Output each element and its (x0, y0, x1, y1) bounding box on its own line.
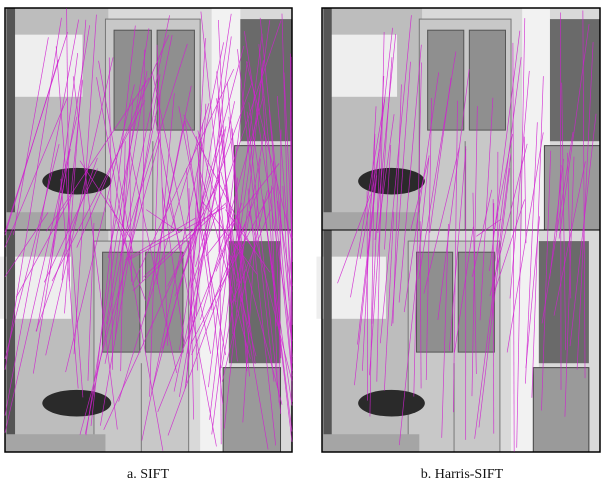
caption: a. SIFT (127, 467, 169, 482)
image-panel (0, 8, 292, 452)
right-dark (539, 241, 589, 363)
cabinet-glass (458, 252, 494, 352)
floor (322, 434, 419, 452)
chair (358, 168, 425, 195)
caption: b. Harris-SIFT (421, 467, 504, 482)
chair (42, 390, 111, 417)
chair (42, 168, 111, 195)
wall-strip (323, 230, 331, 452)
wall-strip (323, 8, 331, 230)
floor (5, 434, 105, 452)
chair (358, 390, 425, 417)
desk (235, 146, 292, 230)
image-panel (316, 8, 600, 452)
wall-strip (6, 8, 15, 230)
page: a. SIFT b. Harris-SIFT (() => { const da… (0, 0, 604, 487)
window (11, 35, 83, 97)
cabinet-glass (469, 30, 505, 130)
figure: a. SIFT b. Harris-SIFT (0, 0, 604, 487)
window (328, 35, 398, 97)
